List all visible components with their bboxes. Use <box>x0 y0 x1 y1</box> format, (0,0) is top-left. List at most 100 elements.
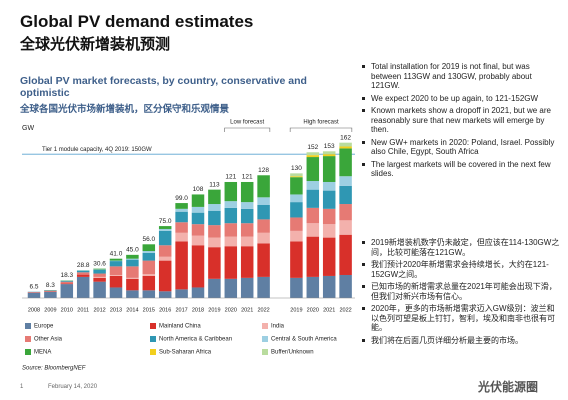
bar-segment <box>339 142 352 147</box>
total-label: 153 <box>324 143 335 150</box>
bar-segment <box>158 245 172 257</box>
total-label: 75.0 <box>159 218 172 225</box>
reference-label: Tier 1 module capacity, 4Q 2019: 150GW <box>42 147 152 153</box>
bar-segment <box>191 245 205 288</box>
bar-segment <box>339 146 352 149</box>
total-label: 30.6 <box>93 260 106 267</box>
source: Source: BloombergNEF <box>22 366 86 372</box>
watermark: 光伏能源圈 <box>478 380 539 394</box>
bar-segment <box>208 278 221 298</box>
bar-segment <box>208 247 221 279</box>
total-label: 121 <box>225 174 236 181</box>
bar-segment <box>93 269 106 274</box>
bar-segment <box>224 223 238 237</box>
x-tick-label: 2013 <box>110 307 122 313</box>
y-axis-label: GW <box>22 125 34 132</box>
legend-swatch <box>262 336 268 342</box>
bar-segment <box>240 223 254 237</box>
bar-segment <box>76 274 90 277</box>
bullet: 我们预计2020年新增需求会持续增长，大约在121-152GW之间。 <box>362 260 562 279</box>
bar-segment <box>257 197 270 205</box>
legend-swatch <box>262 349 268 355</box>
bar-segment <box>306 155 320 158</box>
bar-segment <box>60 284 74 298</box>
bar-segment <box>175 208 188 212</box>
bar-segment <box>224 246 238 279</box>
total-label: 108 <box>193 186 204 193</box>
bar-segment <box>93 281 106 298</box>
bar-segment <box>109 287 123 298</box>
x-tick-label: 2018 <box>192 307 204 313</box>
bar-segment <box>93 273 106 277</box>
bullets-cn: 2019新增装机数字仍未敲定，但应该在114-130GW之间，比较可能落在121… <box>362 238 562 348</box>
legend-swatch <box>150 323 156 329</box>
bar-segment <box>240 208 254 224</box>
bar-segment <box>175 222 188 233</box>
total-label: 28.8 <box>77 262 90 269</box>
bar-segment <box>191 212 205 225</box>
total-label: 113 <box>209 181 220 188</box>
bar-segment <box>290 177 303 195</box>
x-tick-label: 2021 <box>323 307 335 313</box>
bar-segment <box>290 202 303 218</box>
bar-segment <box>76 276 90 298</box>
bar-segment <box>158 291 172 298</box>
bracket <box>289 127 353 132</box>
bar-segment <box>175 203 188 209</box>
legend-label: Other Asia <box>34 337 63 343</box>
legend-label: North America & Caribbean <box>159 337 232 343</box>
bar-segment <box>306 223 320 237</box>
bar-segment <box>158 260 172 292</box>
x-tick-label: 2015 <box>143 307 155 313</box>
bar-segment <box>339 204 352 221</box>
total-label: 6.5 <box>29 283 38 290</box>
bar-segment <box>240 202 254 209</box>
bar-segment <box>126 259 139 267</box>
bar-segment <box>142 290 156 298</box>
bullet: Known markets show a dropoff in 2021, bu… <box>362 106 562 135</box>
subtitle: Global PV market forecasts, by country, … <box>20 75 307 99</box>
bar-segment <box>322 208 336 225</box>
bar-segment <box>322 151 336 155</box>
bar-segment <box>109 275 123 288</box>
bar-segment <box>142 252 156 261</box>
bar-segment <box>76 270 90 273</box>
bullet: 2020年，更多的市场新增需求迈入GW级别：波兰和以色列可望是板上钉钉，智利，埃… <box>362 304 562 333</box>
bar-segment <box>158 226 172 229</box>
bar-segment <box>290 194 303 203</box>
total-label: 121 <box>242 174 253 181</box>
bar-segment <box>208 225 221 238</box>
total-label: 41.0 <box>110 250 123 257</box>
annotation: High forecast <box>303 120 339 126</box>
legend-label: Europe <box>34 324 54 330</box>
bar-segment <box>306 152 320 156</box>
bullet: The largest markets will be covered in t… <box>362 160 562 179</box>
bullet: New GW+ markets in 2020: Poland, Israel.… <box>362 138 562 157</box>
bar-segment <box>224 201 238 208</box>
annotation: Low forecast <box>230 120 264 126</box>
bar-segment <box>322 190 336 209</box>
bullet: Total installation for 2019 is not final… <box>362 62 562 91</box>
title: Global PV demand estimates <box>20 12 254 31</box>
bar-segment <box>126 277 139 279</box>
bar-segment <box>191 194 205 207</box>
total-label: 8.3 <box>46 282 55 289</box>
bar-segment <box>44 291 57 298</box>
bullet: 2019新增装机数字仍未敲定，但应该在114-130GW之间，比较可能落在121… <box>362 238 562 257</box>
x-tick-label: 2020 <box>225 307 237 313</box>
bar-segment <box>339 234 352 275</box>
bar-segment <box>109 261 123 267</box>
legend-label: India <box>271 324 285 330</box>
legend-swatch <box>262 323 268 329</box>
x-tick-label: 2019 <box>208 307 220 313</box>
x-tick-label: 2022 <box>257 307 269 313</box>
legend-swatch <box>25 336 31 342</box>
x-tick-label: 2014 <box>126 307 138 313</box>
legend-swatch <box>150 336 156 342</box>
x-tick-label: 2019 <box>290 307 302 313</box>
total-label: 45.0 <box>126 247 139 254</box>
bar-segment <box>142 244 156 252</box>
bar-segment <box>142 275 156 291</box>
bar-segment <box>60 280 74 282</box>
